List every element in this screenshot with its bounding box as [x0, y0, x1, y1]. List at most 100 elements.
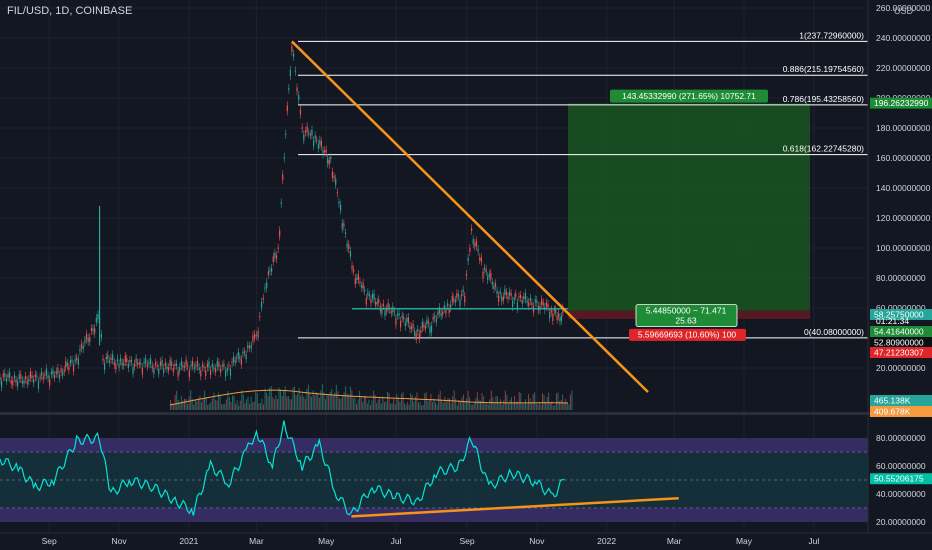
volume-bar	[504, 390, 506, 410]
volume-bar	[421, 405, 423, 410]
rsi-trendline	[351, 496, 679, 518]
candle-body	[328, 159, 330, 165]
time-axis-label: Jul	[808, 536, 819, 546]
candle-body	[31, 375, 33, 378]
candle-body	[34, 374, 36, 378]
candle-body	[205, 370, 207, 376]
volume-bar	[283, 390, 285, 410]
candle-body	[430, 325, 433, 333]
candle-body	[49, 379, 51, 386]
candle-body	[226, 367, 228, 372]
candle-body	[216, 361, 218, 367]
volume-tag-text: 465.138K	[874, 396, 911, 406]
candle-body	[223, 363, 225, 367]
candle-body	[195, 364, 197, 367]
volume-bar	[183, 398, 185, 410]
volume-bar	[276, 399, 278, 410]
candle-body	[143, 361, 145, 364]
volume-bar	[369, 405, 371, 410]
price-tag-text: 47.21230307	[874, 348, 924, 358]
candle-body	[57, 367, 59, 374]
volume-bar	[201, 402, 202, 410]
time-axis-label: May	[318, 536, 335, 546]
volume-bar	[280, 389, 282, 410]
candle-body	[140, 362, 142, 365]
rsi-tag	[870, 473, 932, 485]
volume-bar	[342, 396, 344, 410]
volume-tag	[870, 395, 932, 406]
volume-bar	[399, 402, 401, 410]
volume-bar	[480, 400, 481, 410]
volume-bar	[190, 390, 192, 410]
volume-bar	[501, 404, 503, 410]
volume-bar	[249, 403, 251, 410]
volume-bar	[351, 390, 353, 410]
volume-bar	[571, 390, 573, 410]
candle-body	[314, 135, 316, 139]
candle-body	[245, 354, 247, 360]
candle-body	[180, 361, 182, 366]
volume-bar	[321, 384, 323, 410]
candle-body	[412, 323, 414, 328]
candle-body	[213, 367, 215, 370]
candle-body	[423, 324, 425, 327]
candle-body	[1, 381, 3, 388]
candle-body	[200, 370, 202, 377]
candle-body	[434, 315, 436, 318]
candle-body	[237, 351, 239, 358]
volume-bar	[233, 395, 235, 410]
volume-bar	[486, 403, 488, 410]
volume-bar	[396, 394, 398, 410]
volume-bar	[320, 390, 322, 410]
candle-body	[356, 277, 358, 280]
candle-body	[79, 348, 81, 352]
candle-body	[304, 130, 307, 133]
volume-bar	[552, 405, 554, 410]
volume-bar	[538, 402, 540, 410]
price-axis-tick: 80.00000000	[876, 273, 926, 283]
candle-body	[504, 289, 506, 295]
candle-body	[351, 265, 353, 270]
candle-body	[490, 272, 492, 280]
volume-bar	[405, 404, 407, 410]
candle-body	[320, 141, 323, 147]
candle-body	[376, 301, 378, 305]
time-axis-label: Mar	[249, 536, 264, 546]
volume-bar	[517, 401, 519, 410]
volume-bar	[176, 390, 178, 410]
candle-body	[359, 281, 361, 283]
candle-body	[229, 369, 232, 376]
candle-body	[151, 365, 153, 369]
volume-bar	[205, 397, 207, 410]
candle-body	[498, 295, 500, 302]
candle-body	[124, 355, 126, 362]
candle-body	[252, 335, 254, 341]
volume-bar	[520, 393, 522, 410]
candle-body	[115, 364, 117, 370]
candle-body	[470, 228, 473, 231]
candle-body	[524, 292, 527, 300]
volume-bar	[422, 405, 424, 410]
time-axis-label: 2021	[179, 536, 198, 546]
volume-bar	[404, 403, 406, 410]
volume-bar	[214, 399, 216, 410]
volume-bar	[529, 398, 531, 410]
volume-bar	[563, 402, 565, 410]
volume-tag-text: 409.678K	[874, 407, 911, 417]
fib-level-label: 0.886(215.19754560)	[783, 64, 864, 74]
volume-bar	[442, 402, 444, 410]
volume-bar	[425, 392, 427, 410]
volume-bar	[393, 398, 395, 410]
volume-bar	[528, 393, 530, 410]
candle-body	[510, 293, 512, 296]
target-label-bg	[610, 89, 768, 103]
volume-bar	[546, 396, 548, 410]
candle-body	[247, 345, 249, 349]
candle-body	[107, 354, 109, 360]
volume-bar	[256, 392, 258, 410]
candle-body	[192, 360, 194, 367]
volume-bar	[531, 401, 533, 410]
entry-label-bg	[635, 304, 738, 328]
volume-bar	[290, 399, 292, 410]
